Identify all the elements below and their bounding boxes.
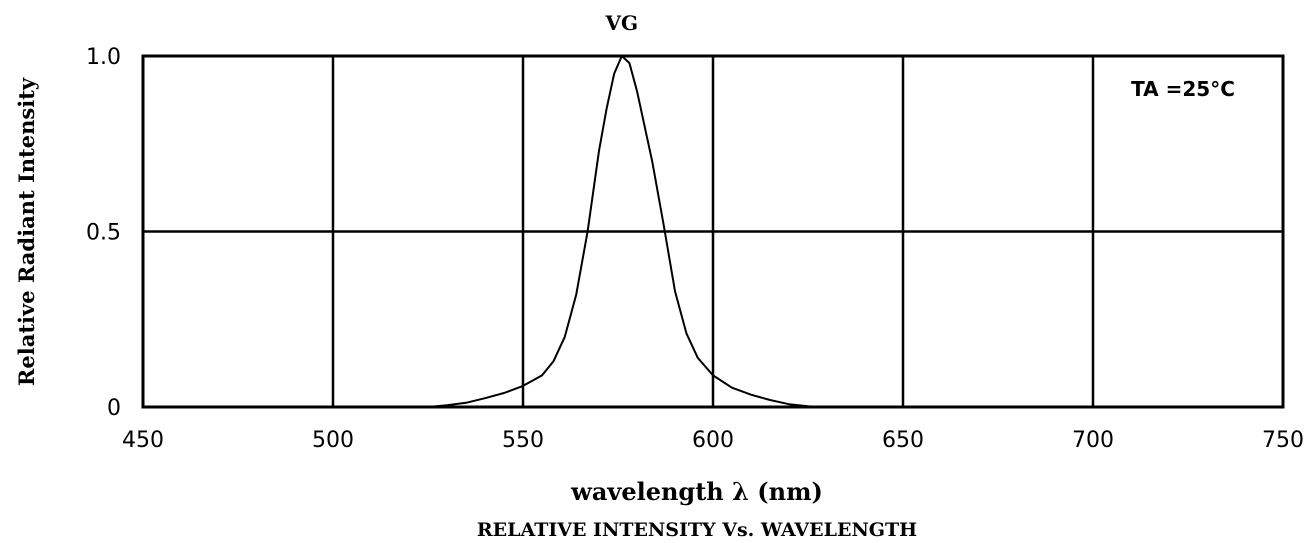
- x-tick-label: 750: [1262, 428, 1304, 453]
- x-tick-label: 600: [692, 428, 734, 453]
- plot-frame: [141, 54, 1285, 409]
- curve-layer: [427, 55, 820, 408]
- x-tick-label: 450: [122, 428, 164, 453]
- y-tick-label: 0: [107, 396, 121, 421]
- y-axis-label: Relative Radiant Intensity: [14, 77, 39, 386]
- x-axis-label: wavelength λ (nm): [570, 477, 823, 506]
- y-tick-label: 1.0: [86, 45, 121, 70]
- series-line-0: [427, 55, 820, 408]
- y-tick-labels: 0 0.5 1.0: [86, 45, 121, 421]
- series-label: VG: [604, 11, 638, 35]
- temperature-annotation: TA =25°C: [1131, 77, 1235, 101]
- grid-lines: [143, 56, 1283, 407]
- y-tick-label: 0.5: [86, 221, 121, 246]
- x-tick-label: 700: [1072, 428, 1114, 453]
- x-tick-label: 550: [502, 428, 544, 453]
- x-tick-labels: 450 500 550 600 650 700 750: [122, 428, 1304, 453]
- x-tick-label: 500: [312, 428, 354, 453]
- x-tick-label: 650: [882, 428, 924, 453]
- chart-title: RELATIVE INTENSITY Vs. WAVELENGTH: [477, 519, 917, 541]
